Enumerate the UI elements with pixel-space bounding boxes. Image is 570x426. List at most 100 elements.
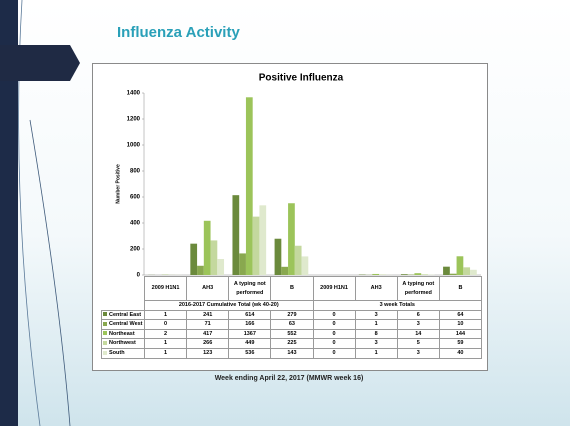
value-cell: 166 (228, 319, 272, 330)
bar (288, 203, 295, 275)
value-cell: 1 (354, 347, 398, 359)
value-cell: 417 (186, 328, 230, 340)
series-cell: Northwest (101, 338, 145, 349)
bar (259, 205, 267, 275)
category-label: AH3 (354, 276, 398, 301)
chart: Positive Influenza Number Positive 0 200 4… (115, 73, 481, 279)
bar (217, 259, 225, 275)
slide-title: Influenza Activity (117, 24, 240, 41)
value-cell: 536 (228, 347, 272, 359)
value-cell: 0 (312, 309, 356, 321)
value-cell: 3 (354, 338, 398, 349)
chart-title: Positive Influenza (259, 73, 344, 84)
value-cell: 552 (270, 328, 314, 340)
category-label: 2009 H1N1 (143, 276, 188, 301)
bar (414, 273, 422, 275)
value-cell: 64 (438, 309, 483, 321)
value-cell: 449 (228, 338, 272, 349)
side-strip (0, 0, 18, 426)
value-cell: 614 (228, 309, 272, 321)
value-cell: 2 (143, 328, 188, 340)
arrow (0, 45, 80, 81)
bar (443, 266, 450, 275)
bar (197, 265, 204, 275)
value-cell: 1 (143, 309, 188, 321)
y-tick-label: 1200 (127, 117, 141, 123)
value-cell: 0 (312, 328, 356, 340)
value-cell: 14 (396, 328, 440, 340)
value-cell: 123 (186, 347, 230, 359)
value-cell: 1 (354, 319, 398, 330)
value-cell: 10 (438, 319, 483, 330)
category-label: B (270, 276, 314, 301)
y-axis-label: Number Positive (115, 164, 121, 204)
y-tick-label: 600 (130, 195, 141, 201)
bar (210, 240, 218, 275)
y-tick-label: 1000 (127, 143, 141, 149)
bar (232, 195, 240, 275)
value-cell: 0 (312, 338, 356, 349)
bar (281, 266, 289, 275)
value-cell: 279 (270, 309, 314, 321)
corner-cell (102, 277, 145, 301)
series-cell: South (101, 347, 145, 359)
value-cell: 59 (438, 338, 483, 349)
value-cell: 225 (270, 338, 314, 349)
y-tick-label: 800 (130, 169, 141, 175)
bar (294, 245, 302, 275)
bar (456, 256, 464, 275)
value-cell: 1 (143, 338, 188, 349)
legend-key (103, 321, 107, 326)
group-label: 2016-2017 Cumulative Total (wk 40-20) (144, 300, 314, 311)
legend-key (103, 312, 107, 317)
legend-label: Northeast (109, 330, 135, 337)
value-cell: 63 (270, 319, 314, 330)
group-label: 3 week Totals (312, 300, 482, 311)
footer: Week ending April 22, 2017 (MMWR week 16… (214, 375, 364, 382)
series-row: Northwest 1 266 449 225 0 3 5 59 (101, 338, 483, 349)
bar (372, 273, 380, 275)
data-table: 2009 H1N1 AH3 A typing not performed B 2009 … (101, 276, 483, 359)
series-row: Central West 0 71 166 63 0 1 3 10 (101, 319, 483, 330)
bar (449, 273, 457, 275)
category-label: A typing not performed (396, 276, 440, 301)
bar (239, 253, 246, 275)
value-cell: 143 (270, 347, 314, 359)
value-cell: 0 (143, 319, 188, 330)
series-row: Northeast 2 417 1367 552 0 8 14 144 (101, 328, 483, 340)
value-cell: 1367 (228, 328, 272, 340)
value-cell: 3 (354, 309, 398, 321)
bar (203, 220, 211, 275)
legend-key (103, 340, 107, 345)
value-cell: 0 (312, 347, 356, 359)
deco-line (29, 119, 71, 426)
category-label: AH3 (186, 276, 230, 301)
category-label: B (438, 276, 483, 301)
y-tick-label: 400 (130, 221, 141, 227)
bar (301, 256, 309, 275)
bar (400, 274, 408, 275)
value-cell: 71 (186, 319, 230, 330)
category-label: 2009 H1N1 (312, 276, 356, 301)
legend-label: Central East (109, 311, 142, 318)
bar (252, 216, 260, 275)
value-cell: 0 (312, 319, 356, 330)
bar (421, 274, 428, 275)
value-cell: 3 (396, 347, 440, 359)
value-cell: 3 (396, 319, 440, 330)
bar (190, 243, 198, 275)
series-cell: Central West (101, 319, 145, 330)
corner-cell (102, 301, 145, 311)
y-tick-label: 1400 (127, 91, 141, 97)
value-cell: 6 (396, 309, 440, 321)
value-cell: 8 (354, 328, 398, 340)
category-label: A typing not performed (228, 276, 272, 301)
legend-label: South (109, 349, 125, 356)
legend-key (103, 331, 107, 336)
chart-box: Positive Influenza Number Positive 0 200 4… (92, 63, 488, 371)
value-cell: 144 (438, 328, 483, 340)
group-row: 2016-2017 Cumulative Total (wk 40-20) 3 w… (102, 300, 482, 311)
series-row: Central East 1 241 614 279 0 3 6 64 (101, 309, 483, 321)
